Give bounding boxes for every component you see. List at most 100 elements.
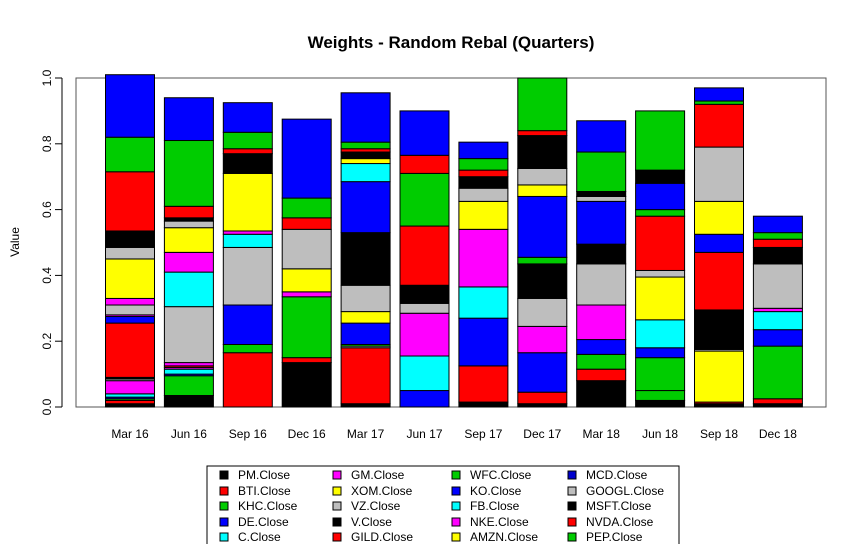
- bar-segment-sep-18-28: [694, 87, 744, 102]
- bar-segment-dec-17-26: [517, 130, 568, 137]
- bar-segment-dec-17-16: [517, 297, 568, 327]
- bar-segment-dec-17-0: [517, 403, 568, 408]
- bar-segment-dec-17-20: [517, 195, 568, 258]
- bar-segment-dec-18-17: [752, 246, 803, 265]
- bar-segment-mar-16-26: [105, 171, 155, 232]
- y-axis: 0.0 0.2 0.4 0.6 0.8 1.0: [40, 69, 63, 415]
- x-tick-label: Sep 17: [464, 427, 502, 441]
- legend-box: [206, 465, 680, 544]
- bar-segment-dec-17-24: [517, 167, 568, 186]
- bar-segment-dec-18-1: [752, 398, 803, 405]
- legend-swatch: [219, 532, 229, 542]
- bar-segment-mar-18-28: [576, 120, 627, 153]
- bar-segment-dec-16-27: [281, 197, 332, 219]
- y-tick-label: 0.4: [40, 267, 54, 284]
- bar-segment-sep-18-26: [694, 103, 744, 148]
- bar-segment-jun-18-19: [635, 209, 686, 217]
- bar-segment-sep-16-10: [222, 343, 273, 354]
- bar-segment-sep-16-1: [222, 352, 273, 408]
- legend-swatch: [451, 486, 461, 496]
- legend-label: GOOGL.Close: [586, 484, 664, 498]
- bar-segment-dec-18-18: [752, 238, 803, 248]
- legend-swatch: [219, 501, 229, 511]
- bar-segment-dec-16-1: [281, 357, 332, 364]
- legend-label: GILD.Close: [351, 530, 413, 544]
- legend-swatch: [332, 470, 342, 480]
- bar-segment-jun-16-28: [163, 97, 214, 142]
- bar-segment-dec-16-10: [281, 296, 332, 359]
- bar-segment-sep-18-18: [694, 251, 744, 311]
- bar-segment-dec-16-23: [281, 268, 332, 293]
- x-tick-label: Dec 17: [523, 427, 561, 441]
- bar-segment-dec-16-22: [281, 291, 332, 298]
- y-tick-label: 0.6: [40, 201, 54, 218]
- legend-swatch: [219, 517, 229, 527]
- legend-label: AMZN.Close: [470, 530, 538, 544]
- bar-segment-sep-18-0: [694, 403, 744, 408]
- legend-label: V.Close: [351, 515, 392, 529]
- legend-label: PEP.Close: [586, 530, 643, 544]
- legend-label: FB.Close: [470, 499, 520, 513]
- chart-title: Weights - Random Rebal (Quarters): [308, 33, 595, 52]
- legend-label: WFC.Close: [470, 468, 532, 482]
- bar-segment-dec-18-28: [752, 215, 803, 234]
- bar-segment-jun-17-17: [399, 284, 450, 304]
- bar-segment-mar-18-17: [576, 243, 627, 265]
- bar-segment-sep-17-0: [458, 401, 509, 408]
- bar-segment-sep-17-28: [458, 141, 509, 160]
- bar-segment-jun-17-28: [399, 110, 450, 156]
- legend-label: GM.Close: [351, 468, 405, 482]
- x-tick-label: Mar 18: [583, 427, 621, 441]
- bar-segment-jun-17-18: [399, 225, 450, 286]
- bar-segment-sep-18-17: [694, 309, 744, 347]
- bar-segment-dec-17-23: [517, 184, 568, 197]
- bar-segment-mar-17-16: [340, 284, 391, 313]
- bar-segment-mar-16-16: [105, 304, 155, 316]
- legend-swatch: [451, 470, 461, 480]
- bar-segment-jun-18-27: [635, 110, 686, 171]
- bar-segment-sep-17-1: [458, 365, 509, 403]
- bar-segment-dec-16-0: [281, 362, 332, 408]
- bar-segment-jun-18-2: [635, 390, 686, 401]
- legend-swatch: [567, 486, 577, 496]
- bar-segment-mar-17-21: [340, 163, 391, 183]
- legend-swatch: [332, 517, 342, 527]
- legend-swatch: [451, 532, 461, 542]
- legend-label: BTI.Close: [238, 484, 291, 498]
- bar-segment-jun-16-22: [163, 251, 214, 273]
- bar-segment-sep-17-23: [458, 200, 509, 230]
- legend-label: PM.Close: [238, 468, 290, 482]
- bar-segment-mar-17-17: [340, 232, 391, 286]
- x-tick-label: Jun 16: [171, 427, 207, 441]
- bar-segment-jun-17-26: [399, 154, 450, 174]
- legend-label: C.Close: [238, 530, 281, 544]
- legend-swatch: [567, 501, 577, 511]
- bar-segment-jun-18-20: [635, 182, 686, 211]
- legend-label: MCD.Close: [586, 468, 648, 482]
- bar-segment-mar-16-9: [105, 322, 155, 378]
- bar-segment-sep-16-23: [222, 172, 273, 232]
- bar-segment-jun-18-10: [635, 357, 686, 392]
- x-tick-label: Jun 17: [406, 427, 442, 441]
- bar-segment-jun-18-18: [635, 215, 686, 271]
- bar-segment-jun-17-16: [399, 302, 450, 314]
- legend-label: KHC.Close: [238, 499, 298, 513]
- bar-segment-sep-17-27: [458, 158, 509, 171]
- bar-segment-sep-16-26: [222, 148, 273, 155]
- x-tick-label: Mar 17: [347, 427, 385, 441]
- bars-group: [105, 74, 803, 408]
- bar-segment-sep-17-24: [458, 187, 509, 202]
- bar-segment-sep-17-21: [458, 286, 509, 319]
- legend-swatch: [219, 470, 229, 480]
- bar-segment-dec-17-17: [517, 263, 568, 299]
- bar-segment-sep-18-24: [694, 146, 744, 202]
- bar-segment-jun-16-26: [163, 205, 214, 219]
- bar-segment-dec-16-28: [281, 118, 332, 199]
- bar-segment-sep-16-28: [222, 102, 273, 133]
- bar-segment-dec-18-16: [752, 263, 803, 309]
- bar-segment-dec-17-1: [517, 391, 568, 405]
- x-tick-label: Sep 16: [229, 427, 267, 441]
- bar-segment-mar-18-20: [576, 200, 627, 245]
